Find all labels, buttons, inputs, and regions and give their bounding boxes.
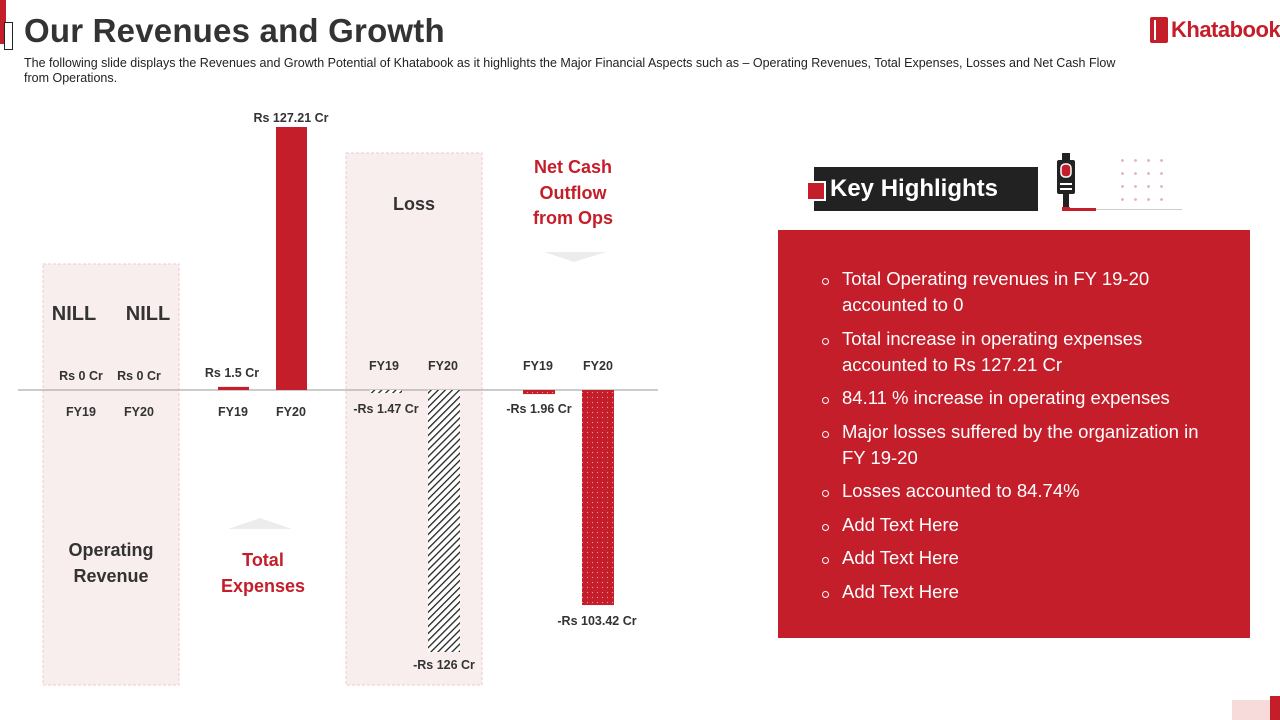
- key-highlights-panel: Total Operating revenues in FY 19-20 acc…: [778, 230, 1250, 638]
- tick-label: FY19: [369, 359, 399, 373]
- highlights-list: Total Operating revenues in FY 19-20 acc…: [820, 266, 1220, 612]
- data-label: -Rs 1.96 Cr: [506, 402, 571, 416]
- tick-label: FY19: [66, 405, 96, 419]
- tick-label: FY19: [218, 405, 248, 419]
- highlight-item: Add Text Here: [820, 579, 1220, 605]
- highlight-item: Losses accounted to 84.74%: [820, 478, 1220, 504]
- data-label: -Rs 1.47 Cr: [353, 402, 418, 416]
- tick-label: FY20: [124, 405, 154, 419]
- title-marker: [4, 22, 13, 50]
- cash-outflow-bar: [523, 390, 555, 395]
- data-label: -Rs 103.42 Cr: [557, 614, 636, 628]
- data-label: Rs 1.5 Cr: [205, 366, 259, 380]
- cash-outflow-pointer: [544, 252, 606, 262]
- expense-bar: [218, 386, 249, 390]
- page-title: Our Revenues and Growth: [24, 12, 445, 49]
- nill-label: NILL: [52, 303, 96, 325]
- tick-label: FY20: [428, 359, 458, 373]
- highlight-item: Major losses suffered by the organizatio…: [820, 419, 1220, 471]
- tick-label: FY20: [583, 359, 613, 373]
- data-label: Rs 127.21 Cr: [253, 111, 328, 125]
- usb-drive-icon: [1057, 153, 1075, 211]
- corner-decoration-accent: [1270, 696, 1280, 720]
- cash-outflow-bar: [582, 390, 614, 606]
- loss-panel: [345, 152, 483, 686]
- accent-bar: [0, 0, 6, 44]
- highlight-item: Total Operating revenues in FY 19-20 acc…: [820, 266, 1220, 318]
- financial-chart: NILL NILL Rs 0 Cr Rs 0 Cr FY19 FY20 Operating R…: [18, 111, 658, 686]
- data-label: Rs 0 Cr: [59, 369, 103, 383]
- group-label-outflow: Outflow: [540, 183, 608, 203]
- nill-label: NILL: [126, 303, 170, 325]
- group-label-operating: Operating: [68, 540, 153, 560]
- loss-bar: [370, 390, 402, 394]
- corner-decoration: [1232, 700, 1270, 720]
- expenses-pointer: [228, 518, 292, 529]
- khatabook-logo: Khatabook: [1150, 17, 1280, 43]
- expense-bar: [276, 127, 307, 390]
- key-highlights-tab: [814, 167, 1038, 211]
- group-label-expenses: Expenses: [221, 576, 305, 596]
- divider-line-accent: [1062, 208, 1096, 211]
- data-label: Rs 0 Cr: [117, 369, 161, 383]
- group-label-loss: Loss: [393, 194, 435, 214]
- group-label-revenue: Revenue: [73, 566, 148, 586]
- highlight-item: Add Text Here: [820, 545, 1220, 571]
- key-highlights-heading: Key Highlights: [830, 175, 999, 202]
- logo-text: Khatabook: [1171, 17, 1280, 42]
- tick-label: FY19: [523, 359, 553, 373]
- data-label: -Rs 126 Cr: [413, 658, 475, 672]
- highlight-item: Total increase in operating expenses acc…: [820, 326, 1220, 378]
- book-icon: [1150, 17, 1168, 43]
- group-label-net-cash: Net Cash: [534, 157, 612, 177]
- tick-label: FY20: [276, 405, 306, 419]
- dot-pattern-decoration: [1116, 154, 1172, 210]
- group-label-total: Total: [242, 550, 284, 570]
- key-highlights-square: [806, 181, 826, 201]
- highlight-item: Add Text Here: [820, 512, 1220, 538]
- page-subtitle: The following slide displays the Revenue…: [24, 56, 1116, 85]
- group-label-from-ops: from Ops: [533, 208, 613, 228]
- operating-revenue-panel: [42, 263, 180, 686]
- highlight-item: 84.11 % increase in operating expenses: [820, 385, 1220, 411]
- loss-bar: [428, 390, 460, 652]
